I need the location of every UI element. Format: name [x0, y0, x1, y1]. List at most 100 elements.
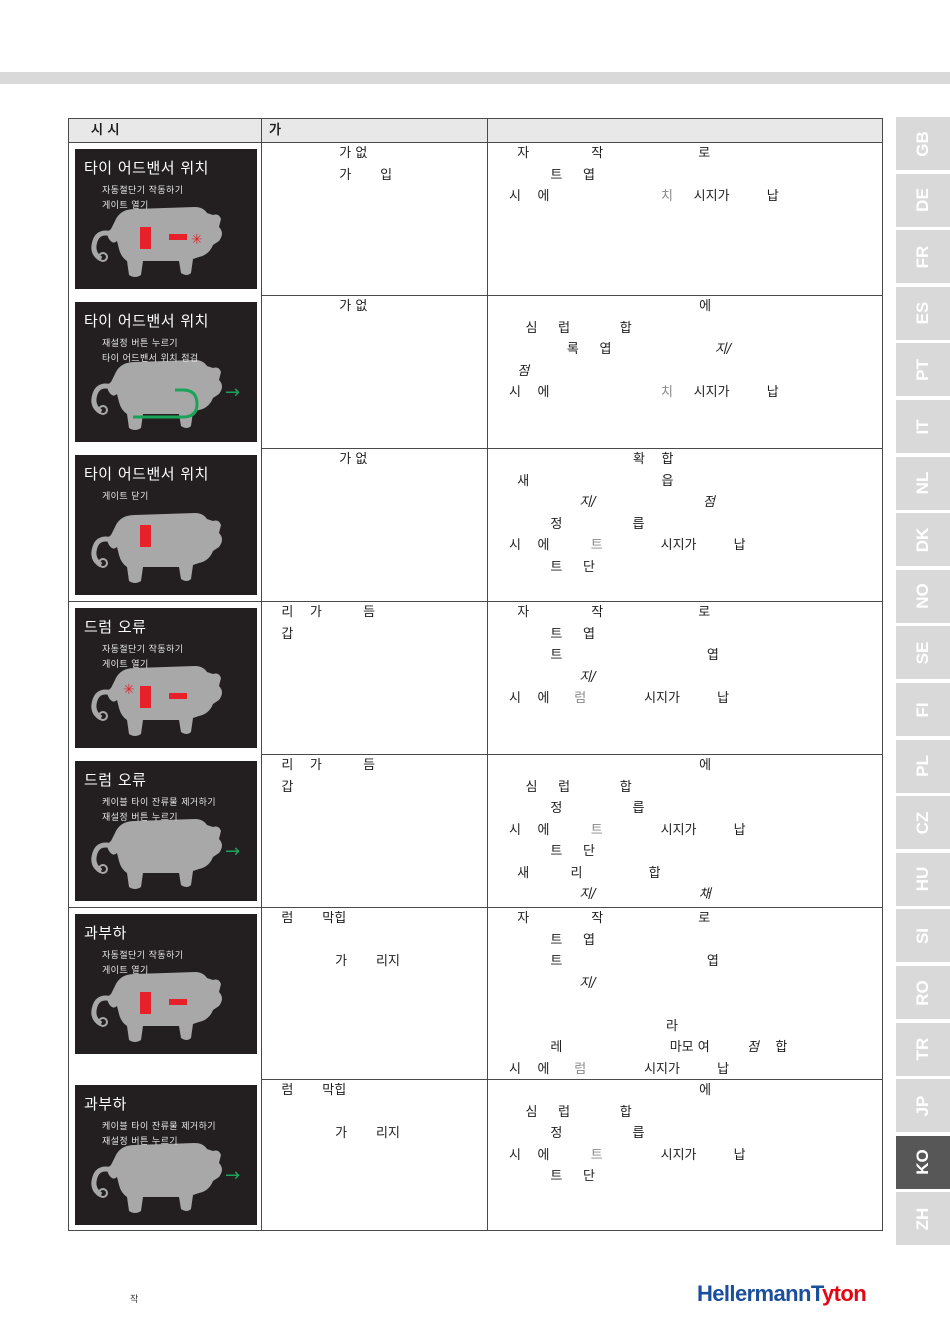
- language-tab-ko[interactable]: KO: [896, 1135, 950, 1189]
- language-tab-si[interactable]: SI: [896, 909, 950, 963]
- language-tab-hu[interactable]: HU: [896, 852, 950, 906]
- arrow-right-icon: →: [225, 382, 240, 403]
- language-tab-label: PL: [913, 755, 932, 777]
- indicator-bar-red: [140, 686, 151, 708]
- language-tab-fr[interactable]: FR: [896, 230, 950, 284]
- machine-body: [107, 666, 222, 736]
- machine-body: [107, 360, 222, 430]
- arrow-right-icon: →: [225, 841, 240, 862]
- action-cell: 에 심 럽 합 정 릅 시 에 트 시지가 납 트 단: [509, 1083, 746, 1184]
- display-screen-panel: ✳ 타이 어드밴서 위치 자동절단기 작동하기 게이트 열기: [75, 149, 257, 289]
- machine-body: [107, 513, 222, 583]
- action-cell: 자 작 로 트 엽 트 엽 지/ 라 레: [509, 911, 788, 1077]
- language-tab-pl[interactable]: PL: [896, 739, 950, 793]
- language-tab-label: CZ: [913, 811, 932, 835]
- language-tab-label: NO: [913, 583, 932, 610]
- col-divider-1: [261, 119, 262, 1230]
- machine-body: [107, 972, 222, 1042]
- indicator-bar-red: [140, 227, 151, 249]
- language-tab-se[interactable]: SE: [896, 626, 950, 680]
- language-tab-label: SI: [913, 927, 932, 944]
- language-tab-label: IT: [913, 418, 932, 435]
- cause-cell: 가 없: [269, 452, 368, 467]
- language-tab-label: DE: [913, 188, 932, 212]
- language-tab-label: JP: [913, 1095, 932, 1117]
- language-tab-tr[interactable]: TR: [896, 1022, 950, 1076]
- machine-hose: [91, 995, 116, 1027]
- machine-body: [107, 1143, 222, 1213]
- display-screen-panel: → 드럼 오류 케이블 타이 잔류물 제거하기 재설정 버튼 누르기: [75, 761, 257, 901]
- machine-hose: [91, 230, 116, 262]
- language-tab-gb[interactable]: GB: [896, 117, 950, 170]
- screen-instruction: 타이 어드밴서 위치 점검: [102, 354, 199, 364]
- hose-ring: [98, 558, 108, 568]
- screen-title: 과부하: [84, 924, 127, 942]
- language-tab-label: ES: [913, 301, 932, 325]
- screen-instruction: 게이트 열기: [102, 660, 149, 670]
- language-tab-label: ZH: [913, 1207, 932, 1231]
- logo-part1: HellermannT: [697, 1281, 823, 1306]
- screen-instruction: 자동절단기 작동하기: [102, 951, 184, 961]
- screen-title: 과부하: [84, 1095, 127, 1113]
- language-tab-de[interactable]: DE: [896, 173, 950, 227]
- troubleshooting-table: 시 시 가 ✳ 타이 어드밴서 위치 자동절단기 작동하기 게이트 열기 가 없 가 …: [68, 118, 883, 1231]
- screen-title: 타이 어드밴서 위치: [84, 159, 209, 177]
- hose-ring: [98, 1188, 108, 1198]
- cause-cell: 럼 막힙 가 리지: [281, 1083, 400, 1141]
- screen-title: 드럼 오류: [84, 771, 147, 789]
- language-tab-jp[interactable]: JP: [896, 1079, 950, 1133]
- language-tab-label: DK: [913, 527, 932, 552]
- hose-ring: [98, 711, 108, 721]
- loop-path-green: [133, 388, 199, 419]
- row-divider: [69, 907, 882, 908]
- screen-instruction: 재설정 버튼 누르기: [102, 1137, 178, 1147]
- row-divider: [261, 754, 882, 755]
- col-divider-2: [487, 119, 488, 1230]
- machine-hose: [91, 536, 116, 568]
- top-divider-bar: [0, 72, 950, 84]
- screen-instruction: 재설정 버튼 누르기: [102, 339, 178, 349]
- language-tab-nl[interactable]: NL: [896, 456, 950, 510]
- table-header: 시 시 가: [69, 119, 882, 143]
- screen-title: 타이 어드밴서 위치: [84, 312, 209, 330]
- language-tab-it[interactable]: IT: [896, 400, 950, 453]
- action-cell: 자 작 로 트 엽 시 에 치 시지가 납: [509, 146, 779, 204]
- machine-hose: [91, 1166, 116, 1198]
- hose-ring: [98, 1017, 108, 1027]
- machine-body: [107, 207, 222, 277]
- action-cell: 에 심 럽 합 록 엽 지/ 점 시 에 치 시지가 납: [509, 299, 779, 400]
- cause-cell: 리 가 듬 갑: [281, 605, 376, 642]
- screen-instruction: 게이트 열기: [102, 201, 149, 211]
- language-tab-ro[interactable]: RO: [896, 966, 950, 1019]
- display-screen-panel: 타이 어드밴서 위치 게이트 닫기: [75, 455, 257, 595]
- display-screen-panel: 과부하 자동절단기 작동하기 게이트 열기: [75, 914, 257, 1054]
- hose-ring: [98, 405, 108, 415]
- language-tab-es[interactable]: ES: [896, 286, 950, 340]
- hellermanntyton-logo: HellermannTyton: [697, 1281, 867, 1307]
- indicator-bar-red: [140, 525, 151, 547]
- screen-instruction: 자동절단기 작동하기: [102, 645, 184, 655]
- language-tab-fi[interactable]: FI: [896, 683, 950, 736]
- language-tab-pt[interactable]: PT: [896, 343, 950, 397]
- hose-ring: [98, 864, 108, 874]
- row-divider: [261, 1079, 882, 1080]
- arrow-right-icon: →: [225, 1165, 240, 1186]
- header-col-display: 시 시: [91, 123, 120, 138]
- display-screen-panel: → 과부하 케이블 타이 잔류물 제거하기 재설정 버튼 누르기: [75, 1085, 257, 1225]
- language-tab-label: KO: [913, 1149, 932, 1176]
- screen-title: 드럼 오류: [84, 618, 147, 636]
- blade-red: [169, 234, 187, 240]
- language-tab-label: GB: [913, 130, 932, 157]
- screen-instruction: 케이블 타이 잔류물 제거하기: [102, 798, 216, 808]
- cause-cell: 리 가 듬 갑: [281, 758, 376, 795]
- language-tab-label: FI: [913, 701, 932, 718]
- language-tab-cz[interactable]: CZ: [896, 796, 950, 850]
- row-divider: [69, 601, 882, 602]
- language-tab-no[interactable]: NO: [896, 569, 950, 623]
- action-cell: 자 작 로 트 엽 트 엽 지/ 시 에 럼 시지가 납: [509, 605, 730, 706]
- screen-instruction: 자동절단기 작동하기: [102, 186, 184, 196]
- screen-title: 타이 어드밴서 위치: [84, 465, 209, 483]
- language-tab-dk[interactable]: DK: [896, 513, 950, 567]
- language-tab-zh[interactable]: ZH: [896, 1192, 950, 1246]
